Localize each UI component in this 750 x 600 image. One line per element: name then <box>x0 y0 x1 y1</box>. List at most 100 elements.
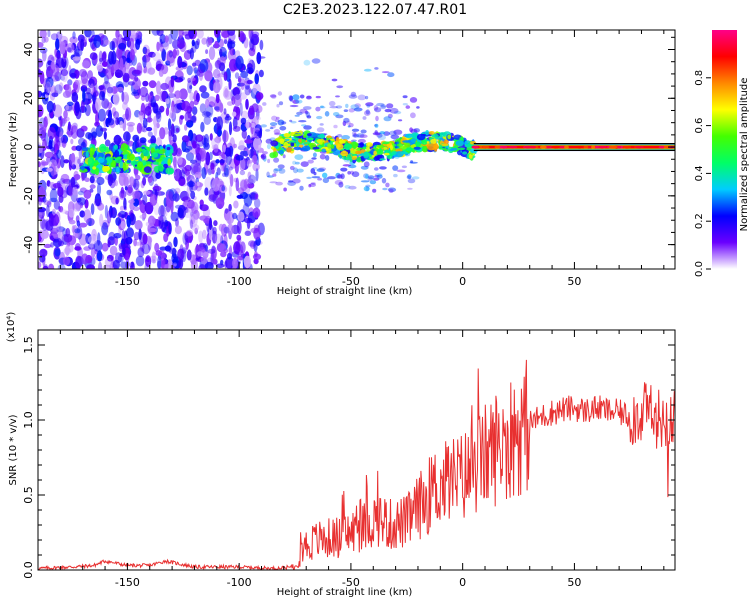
noise-blob <box>359 134 368 139</box>
noise-blob <box>75 45 80 59</box>
band-blob <box>399 145 407 150</box>
noise-blob <box>217 128 223 137</box>
noise-blob <box>335 114 344 119</box>
noise-blob <box>181 100 191 112</box>
noise-blob <box>221 185 226 192</box>
noise-blob <box>74 228 81 234</box>
noise-blob <box>135 39 141 50</box>
noise-blob <box>251 155 258 164</box>
noise-blob <box>278 168 286 174</box>
noise-blob <box>48 213 54 227</box>
noise-blob <box>189 100 195 110</box>
noise-blob <box>191 62 197 67</box>
noise-blob <box>294 114 300 117</box>
strong-band-blob <box>616 145 622 149</box>
noise-blob <box>191 205 197 214</box>
band-blob <box>404 142 411 148</box>
noise-blob <box>127 184 133 194</box>
noise-blob <box>73 48 83 57</box>
noise-blob <box>147 228 157 233</box>
noise-blob <box>209 133 213 141</box>
noise-blob <box>282 154 286 159</box>
noise-blob <box>55 57 65 69</box>
noise-blob <box>63 159 70 164</box>
noise-blob <box>295 161 300 165</box>
noise-blob <box>172 134 177 143</box>
noise-blob <box>94 193 102 207</box>
y-tick-label: 40 <box>22 43 35 57</box>
band-blob <box>279 138 285 145</box>
noise-blob <box>80 100 85 113</box>
band-blob <box>365 145 370 151</box>
noise-blob <box>135 137 140 151</box>
band-blob <box>382 141 390 145</box>
band-blob <box>355 150 362 155</box>
noise-blob <box>327 176 336 180</box>
noise-blob <box>70 125 79 139</box>
noise-blob <box>269 127 274 130</box>
noise-blob <box>265 129 271 132</box>
noise-blob <box>238 30 245 42</box>
noise-blob <box>407 174 412 180</box>
noise-blob <box>88 235 98 245</box>
noise-blob <box>316 127 325 133</box>
noise-blob <box>135 174 141 181</box>
band-blob <box>339 154 343 159</box>
noise-blob <box>233 86 242 101</box>
noise-blob <box>136 139 142 150</box>
noise-blob <box>173 236 178 248</box>
noise-blob <box>42 265 49 269</box>
noise-blob <box>393 129 403 135</box>
noise-blob <box>381 105 386 108</box>
noise-blob <box>178 258 184 269</box>
noise-blob <box>70 138 74 145</box>
noise-blob <box>233 241 241 255</box>
noise-blob <box>177 207 184 218</box>
strong-band-blob <box>663 145 670 149</box>
noise-blob <box>187 181 195 188</box>
noise-blob <box>136 122 142 134</box>
noise-blob <box>199 103 207 114</box>
noise-blob <box>71 92 79 103</box>
noise-blob <box>60 155 65 169</box>
noise-blob <box>159 127 166 140</box>
noise-blob <box>101 222 109 236</box>
noise-blob <box>229 174 234 187</box>
x-tick-label: -100 <box>227 275 252 288</box>
noise-blob <box>195 152 202 167</box>
noise-blob <box>295 99 303 104</box>
noise-blob <box>38 261 42 269</box>
noise-blob <box>70 152 76 163</box>
noise-blob <box>70 176 76 188</box>
noise-blob <box>325 155 330 161</box>
noise-blob <box>91 94 96 102</box>
band-blob <box>312 146 320 150</box>
band-blob <box>359 142 364 148</box>
band-blob <box>443 139 449 145</box>
noise-blob <box>194 227 198 235</box>
noise-blob <box>114 179 118 187</box>
noise-blob <box>402 95 408 99</box>
noise-blob <box>187 80 193 94</box>
noise-blob <box>122 72 130 83</box>
noise-blob <box>62 117 67 124</box>
noise-blob <box>112 92 120 106</box>
noise-blob <box>236 220 242 235</box>
noise-blob <box>247 171 252 180</box>
noise-blob <box>393 110 402 115</box>
noise-blob <box>127 124 134 133</box>
noise-blob <box>244 230 252 236</box>
noise-blob <box>163 210 168 217</box>
noise-blob <box>267 158 271 164</box>
noise-blob <box>343 109 349 112</box>
noise-blob <box>165 98 170 105</box>
noise-blob <box>76 220 81 227</box>
noise-blob <box>109 245 118 256</box>
noise-blob <box>254 129 261 139</box>
noise-blob <box>138 111 145 120</box>
noise-blob <box>114 69 124 78</box>
noise-blob <box>38 211 43 218</box>
noise-blob <box>347 171 351 175</box>
noise-blob <box>149 194 158 206</box>
